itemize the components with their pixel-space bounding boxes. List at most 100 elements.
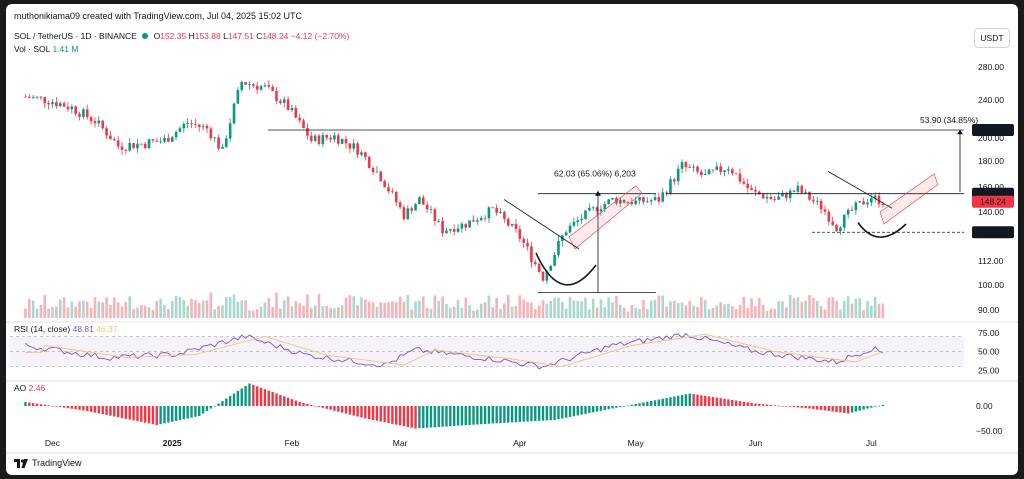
volume-bar <box>622 307 626 318</box>
volume-label: Vol · SOL <box>14 44 51 54</box>
candle-body <box>128 143 132 151</box>
candle-body <box>294 108 298 118</box>
volume-bar <box>533 308 537 318</box>
ao-bar <box>792 406 796 408</box>
candle-body <box>479 217 483 221</box>
ao-bar <box>707 396 711 406</box>
ao-bar <box>317 406 321 407</box>
ao-bar <box>391 406 394 424</box>
volume-bar <box>402 301 406 318</box>
candle-body <box>170 137 174 142</box>
ao-bar <box>843 406 846 413</box>
time-axis-label: Jun <box>749 438 763 448</box>
ao-bar <box>93 406 97 413</box>
ao-bar <box>240 388 243 406</box>
volume-legend[interactable]: Vol · SOL 1.41 M <box>14 44 78 54</box>
candle-body <box>213 137 217 139</box>
ao-bar <box>255 386 259 406</box>
candle-body <box>688 167 692 168</box>
volume-bar <box>588 309 591 318</box>
volume-bar <box>792 298 796 318</box>
symbol-name[interactable]: SOL / TetherUS · 1D · BINANCE <box>14 31 137 41</box>
ao-bar <box>661 398 664 406</box>
candle-body <box>711 169 715 171</box>
volume-bar <box>97 301 101 318</box>
volume-bar <box>661 295 665 318</box>
candle-body <box>464 223 468 228</box>
volume-bar <box>290 306 294 318</box>
volume-bar <box>696 306 699 318</box>
ao-bar <box>549 406 552 421</box>
candle-body <box>143 143 147 149</box>
ao-bar <box>116 406 120 418</box>
price-badge <box>972 195 1014 208</box>
volume-bar <box>757 298 761 318</box>
candle-body <box>638 197 641 201</box>
volume-bar <box>615 295 618 318</box>
candle-body <box>846 209 850 215</box>
volume-bar <box>201 300 205 318</box>
ao-bar <box>201 406 205 414</box>
candle-body <box>692 166 695 168</box>
volume-bar <box>224 297 228 318</box>
ao-bar <box>858 406 861 411</box>
volume-bar <box>842 301 846 318</box>
volume-bar <box>421 296 425 318</box>
ao-bar <box>113 406 116 417</box>
volume-bar <box>734 309 738 318</box>
volume-bar <box>398 296 402 318</box>
ao-bar <box>286 397 290 406</box>
ao-bar <box>360 406 363 418</box>
volume-bar <box>584 297 587 318</box>
candle-body <box>74 106 77 114</box>
volume-bar <box>719 302 722 318</box>
candle-body <box>418 197 421 205</box>
candle-body <box>356 143 359 155</box>
ao-bar <box>232 393 236 406</box>
ao-bar <box>186 406 189 419</box>
ao-bar <box>198 406 201 416</box>
ao-bar <box>275 393 278 406</box>
candle-body <box>252 84 255 86</box>
candle-body <box>734 173 738 175</box>
candle-body <box>510 223 514 226</box>
ao-bar <box>773 405 776 406</box>
candle-body <box>506 218 510 226</box>
candle-body <box>31 96 35 98</box>
currency-button[interactable]: USDT <box>974 28 1010 48</box>
ao-bar <box>653 400 657 406</box>
candle-body <box>557 240 560 255</box>
chart-canvas[interactable]: 62.03 (65.06%) 6,203 53.90 (34.85%) 280.00… <box>6 4 1018 475</box>
volume-bar <box>634 307 638 318</box>
ao-bar <box>800 406 803 408</box>
candle-body <box>449 229 452 231</box>
candle-body <box>819 200 823 210</box>
ao-bar <box>777 405 780 407</box>
candle-body <box>730 169 734 174</box>
price-badge-text: 208.43 <box>980 125 1006 135</box>
candle-body <box>325 135 329 138</box>
volume-bar <box>815 300 819 318</box>
rsi-legend[interactable]: RSI (14, close) 48.81 46.37 <box>14 324 118 334</box>
volume-bar <box>707 309 711 318</box>
candle-body <box>808 191 811 200</box>
rsi-axis-label: 75.00 <box>978 328 1000 338</box>
volume-bar <box>557 297 560 318</box>
tradingview-logo[interactable]: TradingView <box>14 458 82 468</box>
candle-body <box>862 201 865 205</box>
volume-bar <box>479 303 483 318</box>
ao-bar <box>738 401 742 406</box>
ao-bar <box>611 406 614 409</box>
ao-bar <box>534 406 537 422</box>
candle-body <box>101 120 104 129</box>
candle-body <box>757 191 761 195</box>
ao-bar <box>143 406 147 423</box>
volume-bar <box>47 308 50 318</box>
volume-bar <box>178 297 182 318</box>
candle-body <box>421 197 425 205</box>
candle-body <box>634 200 638 205</box>
ao-legend[interactable]: AO 2.46 <box>14 383 45 393</box>
ao-bar <box>680 395 684 406</box>
ao-bar <box>449 406 452 427</box>
candle-body <box>190 123 193 125</box>
